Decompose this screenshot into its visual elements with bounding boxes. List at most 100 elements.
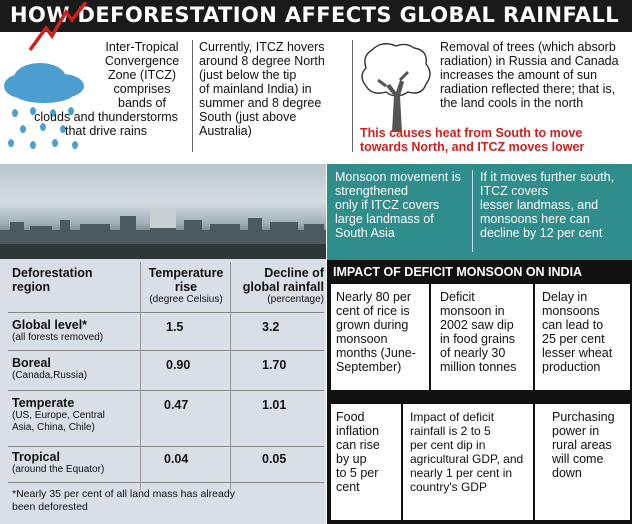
text-line: increases the amount of sun — [440, 68, 598, 82]
row-divider — [8, 446, 324, 447]
text-line: can lead to — [542, 318, 604, 332]
region-note: (around the Equator) — [12, 464, 105, 475]
text-line: inflation — [336, 424, 380, 438]
unit-label: (degree Celsius) — [149, 294, 223, 305]
lightning-icon — [28, 2, 88, 52]
text-line: Deficit — [440, 290, 475, 304]
removal-description: Removal of trees (which absorb radiation… — [440, 40, 630, 110]
region-name: Tropical — [12, 450, 60, 464]
text-line: radiation reflected there; that is, — [440, 82, 616, 96]
text-line: South Asia — [335, 226, 395, 240]
text-line: strengthened — [335, 184, 408, 198]
rainfall-value: 1.70 — [262, 358, 287, 372]
table-row: Temperate (US, Europe, Central Asia, Chi… — [12, 396, 105, 434]
column-header-rainfall: Decline of global rainfall (percentage) — [234, 266, 324, 306]
text-line: ITCZ covers — [480, 184, 549, 198]
text-line: monsoons here can — [480, 212, 590, 226]
text-line: If it moves further south, — [480, 170, 615, 184]
text-line: region — [12, 280, 51, 294]
text-line: nearly 1 per cent in — [410, 466, 513, 480]
text-line: summer and 8 degree — [199, 96, 322, 110]
text-line: by up — [336, 452, 367, 466]
consequence-text: This causes heat from South to move towa… — [360, 126, 630, 154]
region-note: (US, Europe, Central — [12, 410, 105, 421]
text-line: Monsoon movement is — [335, 170, 461, 184]
text-line: decline by 12 per cent — [480, 226, 603, 240]
itcz-description-tail: clouds and thunderstorms that drive rain… — [20, 110, 192, 138]
text-line: *Nearly 35 per cent of all land mass has… — [12, 488, 235, 500]
text-line: radiation) in Russia and Canada — [440, 54, 619, 68]
text-line: around 8 degree North — [199, 54, 325, 68]
impact-cell — [431, 284, 533, 390]
text-line: cent of rice is — [336, 304, 410, 318]
region-note: (all forests removed) — [12, 332, 104, 343]
row-divider — [8, 482, 324, 483]
text-line: (just below the tip — [199, 68, 297, 82]
text-line: Nearly 80 per — [336, 290, 412, 304]
text-line: 2002 saw dip — [440, 318, 514, 332]
text-line: per cent dip in — [410, 438, 486, 452]
header-bar — [0, 0, 632, 32]
divider — [192, 40, 193, 152]
text-line: Australia) — [199, 124, 252, 138]
table-row: Tropical (around the Equator) — [12, 450, 104, 476]
row-divider — [8, 390, 324, 391]
text-line: Currently, ITCZ hovers — [199, 40, 325, 54]
temperature-value: 0.04 — [164, 452, 189, 466]
text-line: production — [542, 360, 601, 374]
text-line: of nearly 30 — [440, 346, 506, 360]
text-line: Deforestation — [12, 266, 93, 280]
row-divider — [8, 312, 324, 313]
impact-rice-text: Nearly 80 per cent of rice is grown duri… — [336, 290, 430, 374]
text-line: grown during — [336, 318, 409, 332]
text-line: can rise — [336, 438, 380, 452]
text-line: will come — [552, 452, 604, 466]
text-line: been deforested — [12, 501, 88, 513]
text-line: of mainland India) in — [199, 82, 312, 96]
impact-cell — [403, 404, 533, 520]
text-line: that drive rains — [65, 124, 147, 138]
row-divider — [8, 350, 324, 351]
region-name: Temperate — [12, 396, 75, 410]
city-skyline-photo — [0, 164, 326, 259]
text-line: lesser wheat — [542, 346, 613, 360]
region-note: (Canada,Russia) — [12, 370, 88, 381]
text-line: clouds and thunderstorms — [34, 110, 178, 124]
divider — [472, 170, 473, 252]
text-line: the land cools in the north — [440, 96, 584, 110]
text-line: monsoons — [542, 304, 600, 318]
temperature-value: 0.47 — [164, 398, 189, 412]
text-line: towards North, and ITCZ moves lower — [360, 140, 585, 154]
itcz-description: Inter-Tropical Convergence Zone (ITCZ) c… — [92, 40, 192, 110]
text-line: in food grains — [440, 332, 516, 346]
impact-cell — [331, 284, 429, 390]
text-line: only if ITCZ covers — [335, 198, 440, 212]
table-row: Global level* (all forests removed) — [12, 318, 103, 344]
text-line: months (June- — [336, 346, 416, 360]
deforestation-table — [0, 259, 326, 524]
monsoon-right-text: If it moves further south, ITCZ covers l… — [480, 170, 630, 240]
region-name: Boreal — [12, 356, 51, 370]
text-line: comprises — [113, 82, 171, 96]
text-line: Purchasing — [552, 410, 615, 424]
storm-cloud-icon — [4, 63, 84, 149]
text-line: Removal of trees (which absorb — [440, 40, 616, 54]
text-line: Inter-Tropical — [105, 40, 179, 54]
column-header-temperature: Temperature rise (degree Celsius) — [142, 266, 230, 306]
divider — [230, 262, 231, 490]
rainfall-value: 1.01 — [262, 398, 287, 412]
text-line: lesser landmass, and — [480, 198, 599, 212]
column-header-region: Deforestation region — [12, 266, 93, 294]
text-line: bands of — [118, 96, 166, 110]
text-line: Decline of — [264, 266, 324, 280]
itcz-position: Currently, ITCZ hovers around 8 degree N… — [199, 40, 349, 138]
page-title: HOW DEFORESTATION AFFECTS GLOBAL RAINFAL… — [10, 3, 620, 27]
text-line: power in — [552, 424, 600, 438]
text-line: Food — [336, 410, 365, 424]
region-note: Asia, China, Chile) — [12, 422, 95, 433]
impact-cell — [331, 404, 401, 520]
text-line: down — [552, 466, 582, 480]
text-line: Temperature — [148, 266, 224, 280]
text-line: South (just above — [199, 110, 297, 124]
temperature-value: 1.5 — [166, 320, 184, 334]
